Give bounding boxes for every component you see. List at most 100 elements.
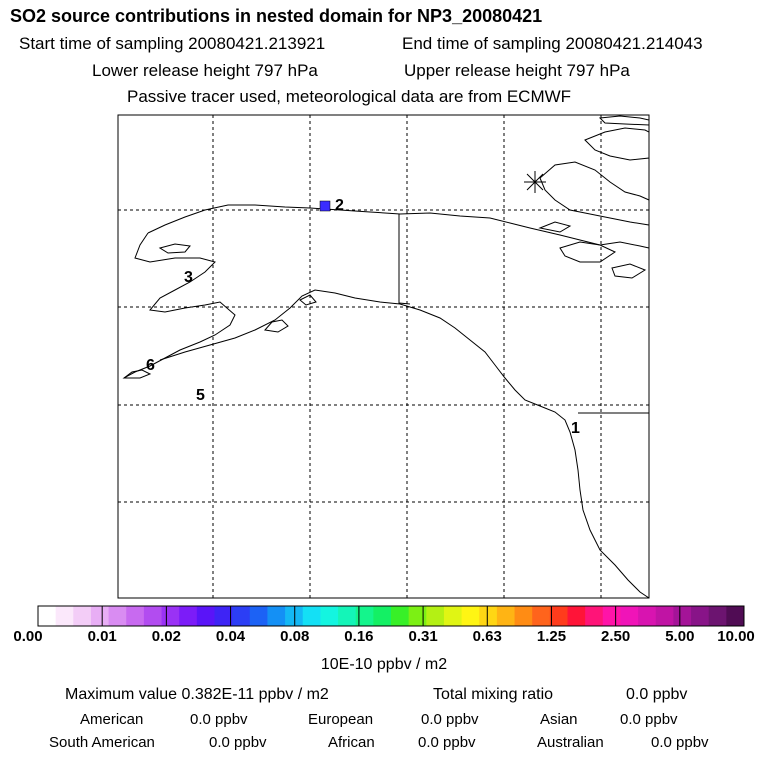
arctic-island xyxy=(559,241,617,263)
colorbar-swatch xyxy=(232,606,251,626)
borders xyxy=(398,214,649,414)
arctic-island xyxy=(538,221,572,233)
colorbar-swatch xyxy=(143,606,163,626)
island-outline xyxy=(158,243,191,254)
tracer-label: Passive tracer used, meteorological data… xyxy=(127,87,572,106)
colorbar-swatch xyxy=(514,606,533,626)
region-african-label: African xyxy=(328,734,375,751)
total-mixing-value: 0.0 ppbv xyxy=(626,686,688,703)
end-time-label: End time of sampling 20080421.214043 xyxy=(402,34,703,53)
colorbar-swatch xyxy=(602,606,621,626)
island-outline xyxy=(264,319,289,333)
colorbar-tick-label: 0.04 xyxy=(215,628,246,645)
colorbar-tick-label: 0.00 xyxy=(13,628,43,645)
colorbar-swatch xyxy=(285,606,304,626)
arctic-island xyxy=(539,161,650,226)
colorbar-swatch xyxy=(161,606,180,626)
colorbar-tick-label: 0.02 xyxy=(151,628,181,645)
colorbar-swatch xyxy=(691,606,710,626)
region-european-value: 0.0 ppbv xyxy=(421,711,479,728)
region-asian-label: Asian xyxy=(540,711,578,728)
colorbar-swatch xyxy=(90,606,110,626)
region-african-value: 0.0 ppbv xyxy=(418,734,476,751)
north-coastline xyxy=(147,204,650,249)
colorbar-unit: 10E-10 ppbv / m2 xyxy=(320,656,448,673)
colorbar xyxy=(38,606,745,626)
lower-height-label: Lower release height 797 hPa xyxy=(92,61,318,80)
colorbar-swatch xyxy=(267,606,286,626)
south-coastline xyxy=(159,289,650,599)
source-marker-2: 2 xyxy=(335,197,344,214)
colorbar-swatch xyxy=(55,606,74,626)
colorbar-swatch xyxy=(249,606,268,626)
max-value-cell xyxy=(319,200,331,212)
alaska-canada-border xyxy=(398,214,411,305)
colorbar-swatch xyxy=(73,606,92,626)
colorbar-tick-label: 1.25 xyxy=(536,628,567,645)
colorbar-tick-label: 2.50 xyxy=(601,628,631,645)
map-border xyxy=(117,114,650,599)
colorbar-swatch xyxy=(126,606,145,626)
colorbar-swatch xyxy=(655,606,674,626)
colorbar-tick-label: 0.16 xyxy=(344,628,374,645)
colorbar-swatch xyxy=(726,606,745,626)
colorbar-swatch xyxy=(320,606,339,626)
region-american-value: 0.0 ppbv xyxy=(190,711,248,728)
colorbar-tick-label: 0.31 xyxy=(408,628,438,645)
colorbar-swatch xyxy=(496,606,516,626)
colorbar-swatch xyxy=(443,606,463,626)
upper-height-label: Upper release height 797 hPa xyxy=(404,61,630,80)
total-mixing-label: Total mixing ratio xyxy=(433,686,554,703)
region-south-american-value: 0.0 ppbv xyxy=(209,734,267,751)
colorbar-swatch xyxy=(179,606,198,626)
arctic-island xyxy=(611,263,647,279)
colorbar-tick-label: 0.01 xyxy=(87,628,117,645)
colorbar-swatch xyxy=(708,606,727,626)
colorbar-frame xyxy=(37,605,745,627)
island-outline xyxy=(299,294,317,306)
colorbar-swatch xyxy=(373,606,392,626)
colorbar-swatch xyxy=(38,606,57,626)
island-outline xyxy=(122,369,152,379)
region-european-label: European xyxy=(308,711,374,728)
map-title: SO2 source contributions in nested domai… xyxy=(10,6,543,26)
colorbar-swatch xyxy=(355,606,374,626)
region-asian-value: 0.0 ppbv xyxy=(620,711,678,728)
colorbar-swatch xyxy=(108,606,127,626)
colorbar-swatch xyxy=(408,606,427,626)
graticule xyxy=(118,115,649,598)
colorbar-swatch xyxy=(638,606,657,626)
colorbar-swatch xyxy=(426,606,445,626)
source-marker-5: 5 xyxy=(196,387,205,404)
source-marker-1: 1 xyxy=(571,420,580,437)
colorbar-tick-label: 5.00 xyxy=(665,628,695,645)
colorbar-swatch xyxy=(532,606,551,626)
release-site-icon xyxy=(524,171,546,193)
arctic-island xyxy=(584,127,650,161)
start-time-label: Start time of sampling 20080421.213921 xyxy=(19,34,326,53)
colorbar-swatch xyxy=(567,606,586,626)
colorbar-tick-label: 0.63 xyxy=(472,628,502,645)
colorbar-swatch xyxy=(479,606,498,626)
region-south-american-label: South American xyxy=(49,734,155,751)
region-australian-value: 0.0 ppbv xyxy=(651,734,709,751)
colorbar-tick-label: 0.08 xyxy=(280,628,310,645)
colorbar-swatch xyxy=(673,606,692,626)
colorbar-tick-label: 10.00 xyxy=(717,628,755,645)
colorbar-swatch xyxy=(338,606,357,626)
colorbar-swatch xyxy=(391,606,410,626)
west-coastline xyxy=(123,232,236,379)
colorbar-swatch xyxy=(196,606,215,626)
coastlines xyxy=(122,115,650,599)
colorbar-swatch xyxy=(549,606,568,626)
source-marker-6: 6 xyxy=(146,357,155,374)
colorbar-swatch xyxy=(302,606,321,626)
source-marker-3: 3 xyxy=(184,269,193,286)
colorbar-swatch xyxy=(214,606,233,626)
colorbar-swatch xyxy=(620,606,639,626)
colorbar-swatch xyxy=(461,606,480,626)
arctic-island xyxy=(598,115,650,126)
max-value-label: Maximum value 0.382E-11 ppbv / m2 xyxy=(65,686,329,703)
colorbar-swatch xyxy=(585,606,604,626)
